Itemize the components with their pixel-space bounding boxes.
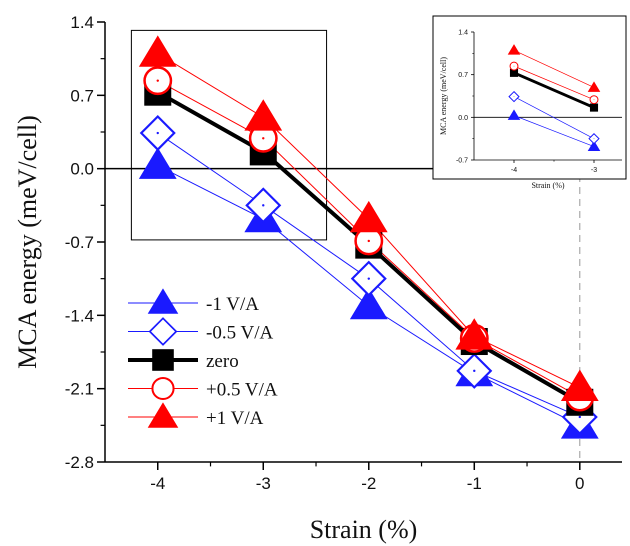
inset-point-zero	[589, 103, 599, 112]
main-y-tick-label: 1.4	[70, 13, 94, 32]
main-x-axis-title: Strain (%)	[310, 515, 418, 544]
inset-point-plus1-v-a	[587, 81, 601, 92]
legend-item-plus1-v-a: +1 V/A	[128, 402, 264, 429]
main-zoom-region-box	[130, 29, 328, 241]
main-y-tick-label: 0.7	[70, 86, 94, 105]
legend: -1 V/A -0.5 V/A zero +0.5 V/A +1 V/A	[128, 288, 278, 429]
inset-x-tick-label: -3	[591, 167, 597, 174]
main-x-tick-label: -3	[256, 474, 271, 493]
legend-label: -0.5 V/A	[206, 323, 273, 344]
inset-series-line-0-5-v-a	[513, 96, 595, 139]
main-x-tick-label: -1	[467, 474, 482, 493]
inset-y-tick-label: 0.0	[458, 115, 468, 122]
main-y-tick-label: -2.1	[65, 380, 94, 399]
inset-x-axis-title: Strain (%)	[531, 181, 564, 190]
inset-y-tick-label: 0.7	[458, 72, 468, 79]
inset-series-line-plus0-5-v-a	[513, 65, 595, 100]
inset-x-tick-label: -4	[511, 167, 517, 174]
inset-plot: 1.4 0.7 0.0 -0.7 -4 -3 Strain (%) MCA energy (m…	[432, 15, 627, 190]
main-series-markers	[138, 35, 599, 439]
inset-point-plus1-v-a	[507, 44, 521, 55]
main-y-tick-label: -2.8	[65, 453, 94, 472]
inset-series-line-1-v-a	[513, 115, 595, 147]
inset-point-1-v-a	[507, 109, 521, 120]
inset-point-center-dot	[513, 96, 515, 97]
main-y-tick-label: -0.7	[65, 233, 94, 252]
main-point-center-dot	[578, 415, 581, 419]
legend-item-0-5-v-a: -0.5 V/A	[128, 317, 273, 346]
legend-item-1-v-a: -1 V/A	[128, 288, 259, 315]
legend-marker	[151, 376, 175, 401]
main-point-center-dot	[156, 79, 159, 82]
main-x-tick-label: -4	[150, 474, 165, 493]
inset-y-axis-title: MCA energy (meV/cell)	[439, 57, 448, 135]
main-point-center-dot	[262, 137, 265, 140]
main-point-center-dot	[367, 239, 370, 243]
legend-marker	[147, 288, 179, 314]
legend-marker	[148, 317, 178, 346]
inset-series-line-zero	[513, 71, 595, 109]
inset-y-tick-label: 1.4	[458, 29, 468, 36]
main-point-center-dot	[367, 277, 370, 280]
inset-point-center-dot	[513, 65, 515, 67]
main-point-center-dot	[262, 204, 265, 207]
legend-label: +0.5 V/A	[206, 380, 278, 401]
inset-point-zero	[509, 68, 519, 77]
inset-y-tick-label: -0.7	[456, 157, 468, 164]
main-point-plus1-v-a	[349, 200, 388, 233]
main-point-1-v-a	[138, 147, 177, 179]
main-point-plus1-v-a	[560, 369, 599, 401]
main-y-tick-label: -1.4	[65, 306, 94, 325]
main-point-center-dot	[473, 369, 476, 373]
main-point-plus1-v-a	[455, 318, 494, 350]
main-x-tick-label: 0	[575, 474, 584, 493]
inset-point-1-v-a	[587, 140, 601, 151]
main-y-axis-title: MCA energy (meV/cell)	[13, 115, 42, 369]
inset-point-center-dot	[593, 138, 595, 140]
inset-series-markers	[507, 44, 601, 151]
main-y-tick-label: 0.0	[70, 160, 94, 179]
inset-series-line-plus1-v-a	[513, 49, 595, 88]
legend-marker	[147, 402, 179, 428]
main-point-1-v-a	[349, 287, 388, 320]
legend-marker	[152, 349, 174, 371]
legend-item-zero: zero	[128, 349, 239, 372]
main-point-plus1-v-a	[138, 35, 177, 67]
legend-item-plus0-5-v-a: +0.5 V/A	[128, 376, 278, 401]
legend-label: +1 V/A	[206, 408, 264, 429]
inset-point-center-dot	[593, 99, 595, 101]
inset-series-lines	[513, 49, 595, 147]
main-point-plus1-v-a	[244, 99, 283, 131]
legend-label: -1 V/A	[206, 294, 259, 315]
main-x-tick-label: -2	[361, 474, 376, 493]
legend-label: zero	[206, 351, 239, 372]
main-point-center-dot	[156, 131, 159, 135]
main-plot: 1.4 0.7 0.0 -0.7 -1.4 -2.1 -2.8 -4 -3 -2 -1 0 Strain…	[13, 13, 622, 544]
